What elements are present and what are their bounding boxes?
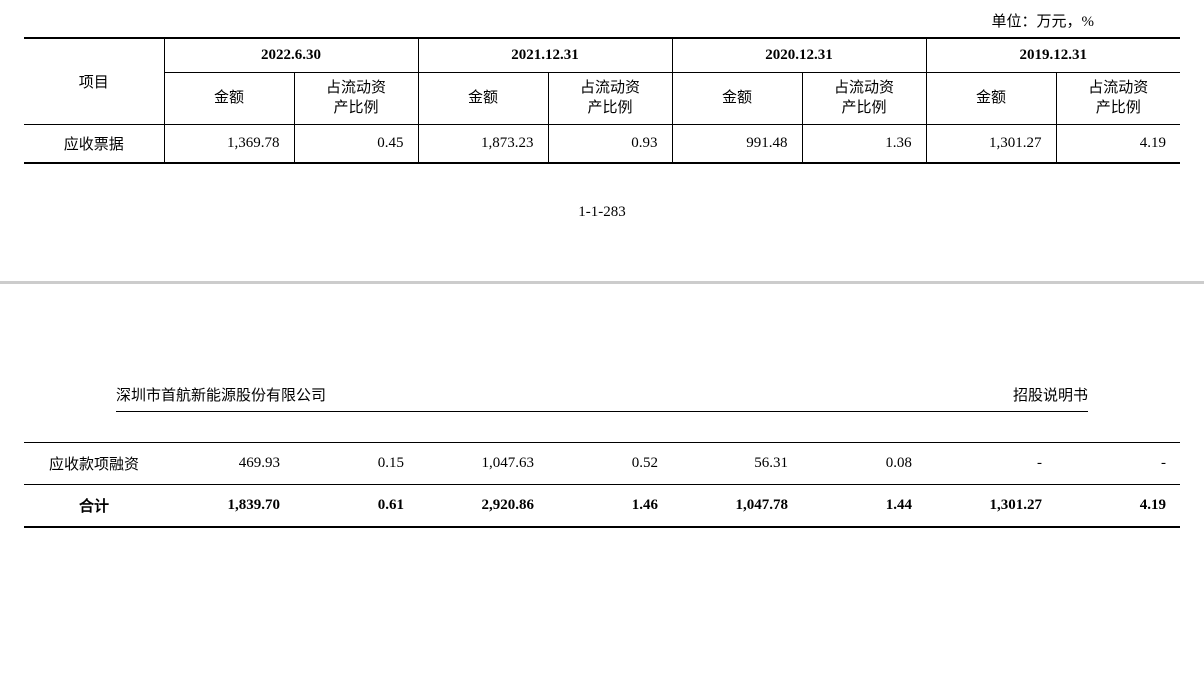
header-period-1: 2021.12.31 (418, 38, 672, 73)
cell: 0.08 (802, 443, 926, 485)
row-label-total: 合计 (24, 485, 164, 528)
cell: 991.48 (672, 125, 802, 164)
page-number: 1-1-283 (0, 204, 1204, 221)
row-label: 应收款项融资 (24, 443, 164, 485)
cell: 0.45 (294, 125, 418, 164)
document-type: 招股说明书 (1013, 384, 1088, 405)
cell: 56.31 (672, 443, 802, 485)
cell: 2,920.86 (418, 485, 548, 528)
cell: 0.52 (548, 443, 672, 485)
cell: - (926, 443, 1056, 485)
cell: 1,369.78 (164, 125, 294, 164)
cell: 1.44 (802, 485, 926, 528)
header-item: 项目 (24, 38, 164, 125)
cell: 1,873.23 (418, 125, 548, 164)
page-header-line: 深圳市首航新能源股份有限公司 招股说明书 (116, 384, 1088, 412)
sub-ratio-3: 占流动资产比例 (1056, 73, 1180, 125)
unit-label: 单位：万元，% (0, 0, 1204, 37)
sub-ratio-0: 占流动资产比例 (294, 73, 418, 125)
cell: 1,047.63 (418, 443, 548, 485)
header-period-3: 2019.12.31 (926, 38, 1180, 73)
sub-ratio-2: 占流动资产比例 (802, 73, 926, 125)
cell: 1,301.27 (926, 125, 1056, 164)
sub-amount-3: 金额 (926, 73, 1056, 125)
cell: 1.36 (802, 125, 926, 164)
page-divider (0, 281, 1204, 284)
header-period-2: 2020.12.31 (672, 38, 926, 73)
cell: 0.93 (548, 125, 672, 164)
sub-amount-1: 金额 (418, 73, 548, 125)
cell: 1.46 (548, 485, 672, 528)
financial-table-2: 应收款项融资 469.93 0.15 1,047.63 0.52 56.31 0… (24, 442, 1180, 528)
header-period-0: 2022.6.30 (164, 38, 418, 73)
cell: 469.93 (164, 443, 294, 485)
cell: 1,047.78 (672, 485, 802, 528)
row-label: 应收票据 (24, 125, 164, 164)
sub-ratio-1: 占流动资产比例 (548, 73, 672, 125)
cell: 4.19 (1056, 485, 1180, 528)
cell: 0.61 (294, 485, 418, 528)
cell: 1,301.27 (926, 485, 1056, 528)
sub-amount-0: 金额 (164, 73, 294, 125)
cell: 0.15 (294, 443, 418, 485)
company-name: 深圳市首航新能源股份有限公司 (116, 384, 326, 405)
sub-amount-2: 金额 (672, 73, 802, 125)
financial-table-1: 项目 2022.6.30 2021.12.31 2020.12.31 2019.… (24, 37, 1180, 164)
cell: - (1056, 443, 1180, 485)
cell: 1,839.70 (164, 485, 294, 528)
cell: 4.19 (1056, 125, 1180, 164)
